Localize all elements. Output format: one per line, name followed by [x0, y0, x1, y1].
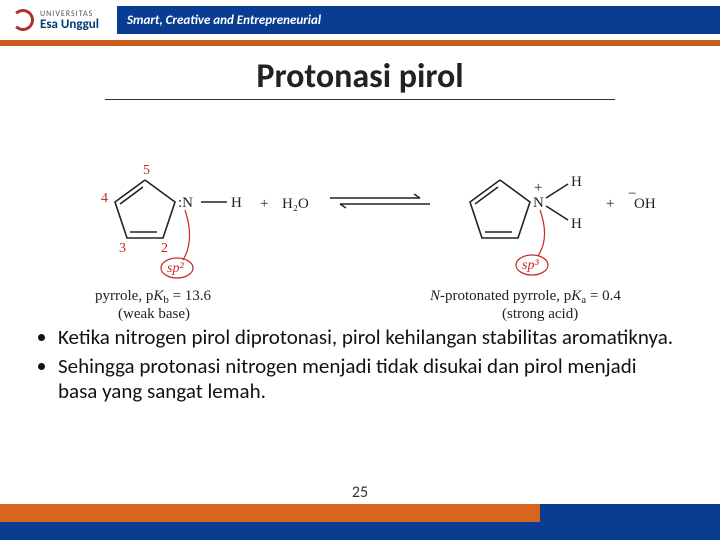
pos-4: 4	[101, 191, 108, 206]
pos-5: 5	[143, 163, 150, 178]
bullet-2: Sehingga protonasi nitrogen menjadi tida…	[58, 354, 680, 404]
right-plus: +	[606, 196, 614, 212]
bullet-1: Ketika nitrogen pirol diprotonasi, pirol…	[58, 325, 680, 350]
bullet-list: Ketika nitrogen pirol diprotonasi, pirol…	[0, 325, 720, 405]
reaction-svg: :N H 5 4 3 2 sp² + H₂O	[0, 110, 720, 325]
university-logo: UNIVERSITAS Esa Unggul	[12, 9, 99, 31]
equilibrium-arrow	[330, 194, 430, 208]
footer-orange-bar	[0, 504, 540, 522]
right-h-bottom: H	[571, 216, 582, 232]
page-number: 25	[352, 483, 368, 502]
right-caption-bottom: (strong acid)	[502, 306, 578, 322]
pos-3: 3	[119, 241, 126, 256]
logo-text: UNIVERSITAS Esa Unggul	[40, 10, 99, 31]
header-tagline: Smart, Creative and Entrepreneurial	[117, 6, 720, 34]
pos-2: 2	[161, 241, 168, 256]
water-label: H₂O	[282, 196, 309, 212]
hydroxide-label: OH	[634, 196, 656, 212]
footer-right-block	[540, 504, 720, 540]
footer-blue-bar	[0, 522, 540, 540]
left-caption-bottom: (weak base)	[118, 306, 190, 322]
left-n-hydrogen: H	[231, 195, 242, 211]
right-nitrogen-label: N	[533, 195, 544, 211]
right-sp-label: sp³	[522, 258, 539, 273]
right-h-top: H	[571, 174, 582, 190]
right-caption-top: N-protonated pyrrole, pKa = 0.4	[429, 288, 621, 306]
footer-left-block	[0, 504, 540, 540]
slide-footer	[0, 504, 720, 540]
left-sp-label: sp²	[167, 261, 184, 276]
logo-main-line: Esa Unggul	[40, 17, 99, 32]
slide-header: UNIVERSITAS Esa Unggul Smart, Creative a…	[0, 0, 720, 40]
left-caption-top: pyrrole, pKb = 13.6	[95, 288, 212, 306]
logo-icon	[12, 9, 34, 31]
reaction-diagram: :N H 5 4 3 2 sp² + H₂O	[0, 110, 720, 325]
slide-title: Protonasi pirol	[105, 56, 615, 100]
left-nitrogen-label: :N	[178, 195, 193, 211]
n-positive-charge: +	[534, 180, 542, 196]
left-plus: +	[260, 196, 268, 212]
